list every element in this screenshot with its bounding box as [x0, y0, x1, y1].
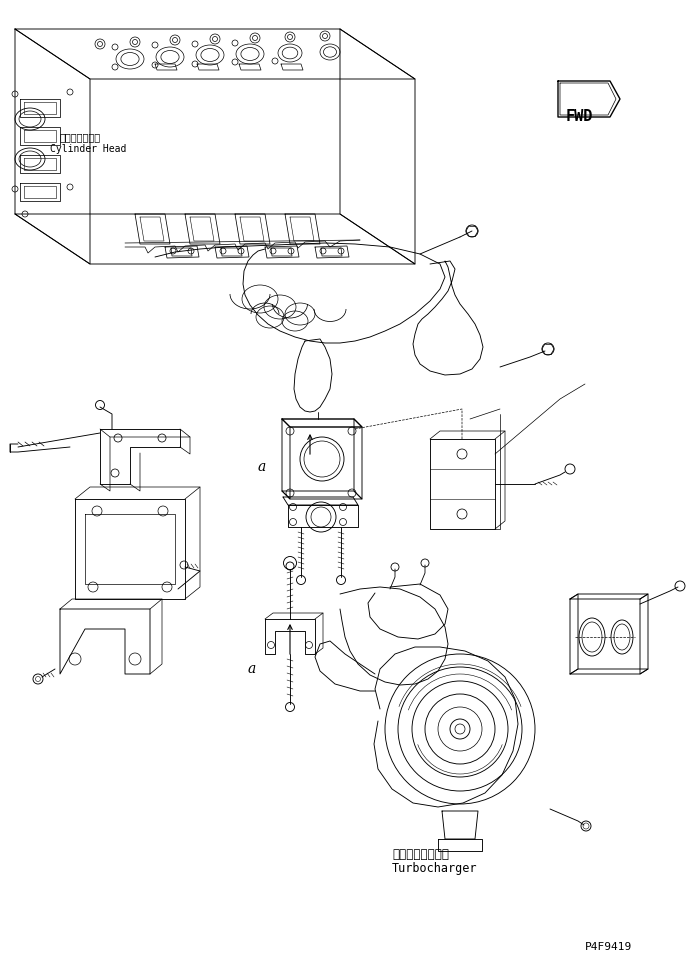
Text: a: a — [258, 459, 266, 474]
Text: Turbocharger: Turbocharger — [392, 861, 477, 875]
Text: シリンダヘッド: シリンダヘッド — [60, 132, 101, 142]
Text: a: a — [248, 661, 257, 676]
Text: FWD: FWD — [566, 109, 593, 124]
Text: ターボチャージャ: ターボチャージャ — [392, 847, 449, 860]
Text: Cylinder Head: Cylinder Head — [50, 144, 127, 154]
Text: P4F9419: P4F9419 — [585, 941, 633, 951]
